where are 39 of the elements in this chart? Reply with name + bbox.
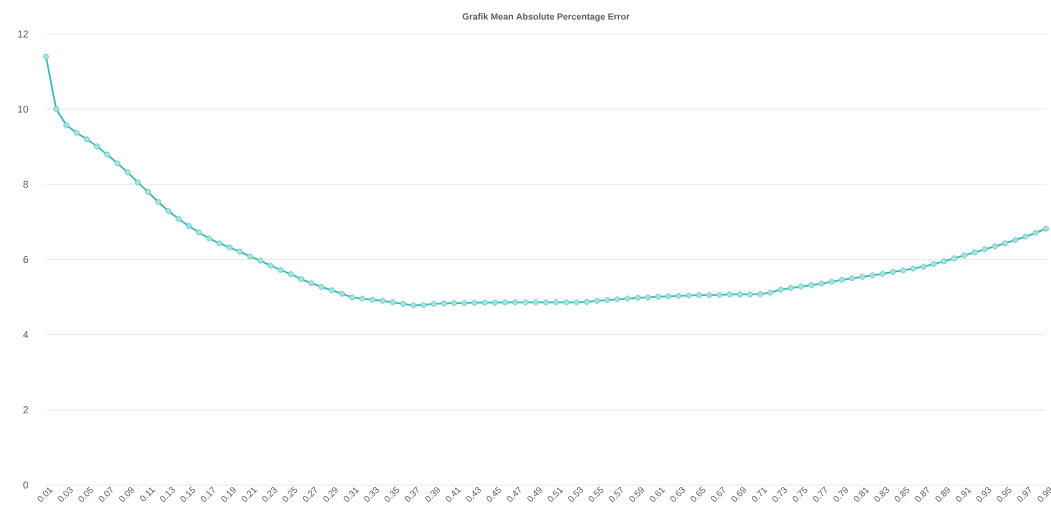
- y-tick-label: 10: [18, 105, 29, 113]
- x-tick-label: 0.19: [221, 487, 236, 502]
- x-tick-label: 0.43: [466, 487, 481, 502]
- x-tick-label: 0.61: [649, 487, 666, 502]
- x-tick-label: 0.31: [343, 487, 360, 502]
- x-tick-label: 0.03: [58, 487, 73, 502]
- x-tick-label: 0.23: [262, 487, 277, 502]
- x-tick-label: 0.73: [772, 487, 787, 502]
- x-tick-label: 0.51: [547, 487, 564, 502]
- x-tick-label: 0.41: [445, 487, 462, 502]
- x-tick-label: 0.39: [425, 487, 440, 502]
- x-tick-label: 0.57: [609, 486, 623, 502]
- x-tick-label: 0.59: [629, 487, 644, 502]
- y-tick-label: 0: [23, 481, 29, 489]
- x-tick-label: 0.13: [160, 487, 175, 502]
- y-tick-label: 6: [23, 255, 29, 264]
- x-tick-label: 0.53: [568, 487, 583, 502]
- x-tick-label: 0.29: [323, 487, 338, 502]
- x-tick-label: 0.49: [527, 487, 542, 502]
- chart-title: Grafik Mean Absolute Percentage Error: [462, 13, 630, 22]
- x-tick-label: 0.09: [119, 487, 134, 502]
- x-tick-label: 0.63: [670, 487, 685, 502]
- x-tick-label: 0.83: [874, 487, 890, 502]
- y-tick-label: 4: [23, 331, 29, 339]
- x-tick-label: 0.79: [833, 487, 848, 502]
- y-tick-label: 8: [23, 180, 29, 188]
- x-tick-label: 0.69: [731, 487, 746, 502]
- x-tick-label: 0.93: [976, 487, 992, 502]
- x-tick-label: 0.71: [751, 487, 768, 502]
- y-tick-label: 12: [18, 30, 28, 38]
- x-tick-label: 0.89: [935, 487, 950, 502]
- x-tick-label: 0.99: [1037, 487, 1051, 502]
- x-tick-label: 0.21: [241, 487, 258, 502]
- x-tick-label: 0.81: [853, 487, 870, 502]
- x-tick-label: 0.33: [364, 487, 379, 502]
- y-tick-label: 2: [23, 406, 28, 414]
- x-tick-label: 0.91: [955, 487, 972, 502]
- x-tick-label: 0.11: [140, 487, 155, 502]
- x-tick-label: 0.01: [37, 487, 53, 502]
